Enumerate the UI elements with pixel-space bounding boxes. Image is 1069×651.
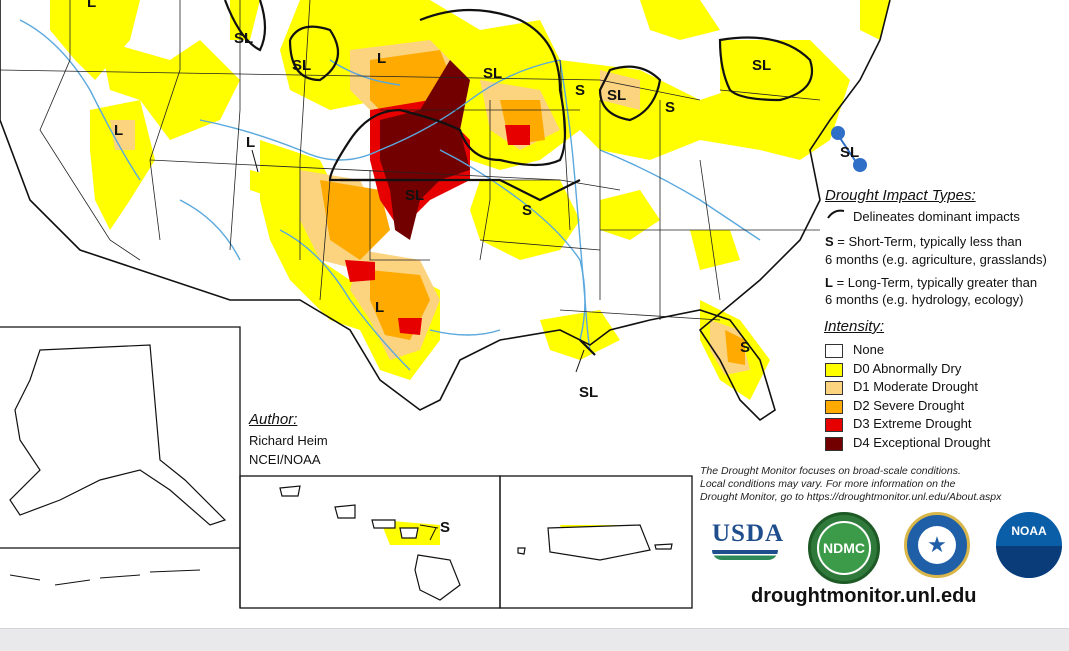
map-label: S [740, 339, 750, 356]
long-term-desc: = Long-Term, typically greater than [832, 275, 1038, 290]
puerto-rico [517, 524, 673, 561]
map-label: SL [483, 65, 502, 82]
ndmc-logo-text: NDMC [823, 540, 865, 556]
state-boundaries [0, 0, 821, 321]
noaa-logo-text: NOAA [1011, 524, 1047, 538]
intensity-label: D2 Severe Drought [853, 397, 965, 413]
intensity-label: D4 Exceptional Drought [853, 434, 991, 450]
intensity-swatch [825, 362, 843, 377]
map-label: SL [840, 144, 859, 161]
short-term-key: S [825, 234, 834, 249]
hawaii-islands [279, 485, 461, 601]
note-line-2: Local conditions may vary. For more info… [700, 478, 956, 490]
us-coastline [0, 0, 891, 422]
short-term-desc: = Short-Term, typically less than [833, 234, 1022, 249]
intensity-label: D3 Extreme Drought [853, 416, 972, 431]
impact-boundaries [223, 0, 814, 356]
map-label: L [377, 50, 386, 67]
map-label: S [522, 202, 532, 219]
map-label: SL [405, 187, 424, 204]
d4-regions [380, 60, 470, 240]
map-label: L [114, 122, 123, 139]
map-label: S [440, 519, 450, 536]
intensity-swatch [825, 399, 843, 414]
map-label: SL [752, 57, 771, 74]
intensity-label: D1 Moderate Drought [853, 379, 979, 394]
short-term-line2: 6 months (e.g. agriculture, grasslands) [825, 252, 1047, 267]
intensity-swatch [825, 381, 843, 395]
intensity-legend-title: Intensity: [824, 318, 885, 335]
map-label: S [665, 99, 675, 116]
note-line-3: Drought Monitor, go to https://droughtmo… [700, 491, 1002, 503]
author-name: Richard Heim [249, 433, 328, 448]
website-link[interactable]: droughtmonitor.unl.edu [751, 585, 977, 607]
usda-logo-stripe [712, 550, 778, 560]
impact-line-icon [827, 209, 845, 219]
map-label: SL [234, 30, 253, 47]
delineates-label: Delineates dominant impacts [853, 209, 1020, 224]
map-label: SL [579, 384, 598, 401]
impact-labels: L SL SL L SL SL S SL S SL L L SL S L S S… [87, 0, 859, 544]
noaa-logo: NOAA [996, 512, 1062, 578]
author-org: NCEI/NOAA [249, 452, 321, 467]
short-term-line1: S = Short-Term, typically less than [825, 234, 1022, 249]
intensity-swatch [825, 418, 843, 432]
intensity-label: None [853, 342, 885, 357]
inset-frames [0, 326, 693, 609]
label-pointers [251, 149, 585, 541]
long-term-line1: L = Long-Term, typically greater than [825, 275, 1037, 290]
map-label: S [575, 82, 585, 99]
map-label: SL [292, 57, 311, 74]
long-term-line2: 6 months (e.g. hydrology, ecology) [825, 292, 1024, 307]
intensity-label: D0 Abnormally Dry [853, 360, 962, 376]
map-label: SL [607, 87, 626, 104]
aleutian-islands [9, 569, 201, 586]
location-marker [831, 126, 867, 172]
usda-logo-text: USDA [712, 520, 785, 547]
intensity-swatch [825, 436, 843, 451]
commerce-seal-icon: ★ [904, 512, 970, 578]
map-label: L [246, 134, 255, 151]
impact-legend-title: Drought Impact Types: [825, 187, 976, 204]
note-line-1: The Drought Monitor focuses on broad-sca… [700, 465, 961, 477]
intensity-swatch [825, 344, 843, 358]
map-label: L [375, 299, 384, 316]
long-term-key: L [825, 275, 833, 290]
usda-logo: USDA [712, 520, 785, 570]
ndmc-logo: NDMC [808, 512, 880, 584]
author-heading: Author: [249, 411, 298, 428]
alaska-outline [9, 344, 227, 526]
map-label: L [87, 0, 96, 11]
bottom-bar [0, 628, 1069, 651]
